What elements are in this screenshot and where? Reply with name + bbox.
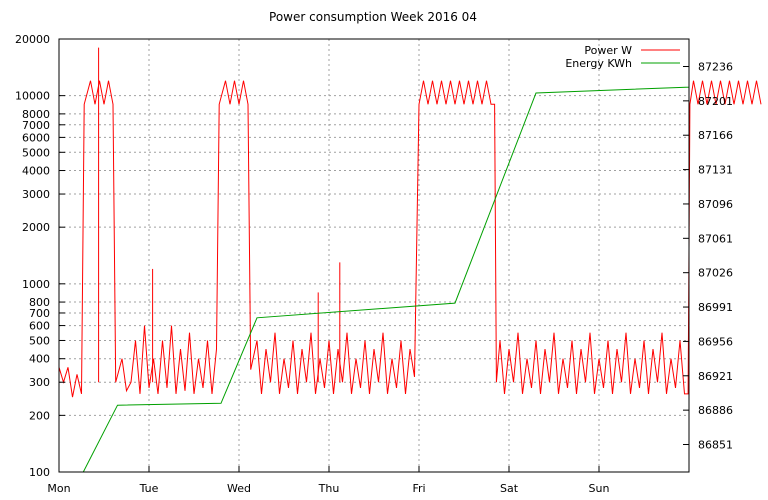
y-right-tick-label-86991: 86991 — [698, 301, 733, 314]
series-line-energy — [59, 39, 690, 473]
x-tick-label-Fri: Fri — [412, 482, 425, 495]
y-right-tick-label-86886: 86886 — [698, 404, 733, 417]
legend-label-power: Power W — [584, 44, 632, 57]
right-axis: 86851 86886 86921 86956 86991 87026 87061 87096… — [683, 60, 733, 452]
y-left-tick-label-4000: 4000 — [22, 165, 50, 178]
y-left-tick-label-500: 500 — [29, 334, 50, 347]
y-right-tick-label-87166: 87166 — [698, 129, 733, 142]
y-left-tick-label-600: 600 — [29, 320, 50, 333]
x-tick-label-Wed: Wed — [227, 482, 251, 495]
series-line-power — [58, 80, 762, 398]
y-right-tick-label-87201: 87201 — [698, 95, 733, 108]
y-left-tick-label-800: 800 — [29, 296, 50, 309]
x-tick-label-Tue: Tue — [139, 482, 159, 495]
y-left-tick-label-400: 400 — [29, 353, 50, 366]
y-right-tick-label-86851: 86851 — [698, 439, 733, 452]
legend-label-energy: Energy KWh — [565, 57, 632, 70]
y-right-tick-label-87026: 87026 — [698, 267, 733, 280]
y-left-tick-label-5000: 5000 — [22, 146, 50, 159]
y-right-tick-label-86921: 86921 — [698, 370, 733, 383]
y-left-tick-label-700: 700 — [29, 307, 50, 320]
y-right-tick-label-87061: 87061 — [698, 232, 733, 245]
y-left-tick-label-10000: 10000 — [15, 90, 50, 103]
y-right-tick-label-86956: 86956 — [698, 335, 733, 348]
x-tick-label-Mon: Mon — [47, 482, 70, 495]
y-right-tick-label-87096: 87096 — [698, 198, 733, 211]
y-left-tick-label-300: 300 — [29, 376, 50, 389]
x-axis: Mon Tue Wed Thu Fri Sat Sun — [47, 466, 609, 495]
y-left-tick-label-2000: 2000 — [22, 221, 50, 234]
y-left-tick-label-7000: 7000 — [22, 119, 50, 132]
x-tick-label-Thu: Thu — [318, 482, 340, 495]
y-left-tick-label-20000: 20000 — [15, 33, 50, 46]
y-right-tick-label-87236: 87236 — [698, 60, 733, 73]
grid-lines — [59, 39, 689, 472]
y-left-tick-label-6000: 6000 — [22, 131, 50, 144]
chart-title: Power consumption Week 2016 04 — [269, 10, 477, 24]
legend: Power W Energy KWh — [565, 44, 680, 70]
y-right-tick-label-87131: 87131 — [698, 164, 733, 177]
series-layer — [58, 39, 762, 473]
y-left-tick-label-200: 200 — [29, 409, 50, 422]
y-left-tick-label-8000: 8000 — [22, 108, 50, 121]
y-left-tick-label-3000: 3000 — [22, 188, 50, 201]
x-tick-label-Sat: Sat — [500, 482, 519, 495]
y-left-tick-label-100: 100 — [29, 466, 50, 479]
y-left-tick-label-1000: 1000 — [22, 278, 50, 291]
plot-frame — [58, 38, 690, 473]
x-tick-label-Sun: Sun — [589, 482, 610, 495]
